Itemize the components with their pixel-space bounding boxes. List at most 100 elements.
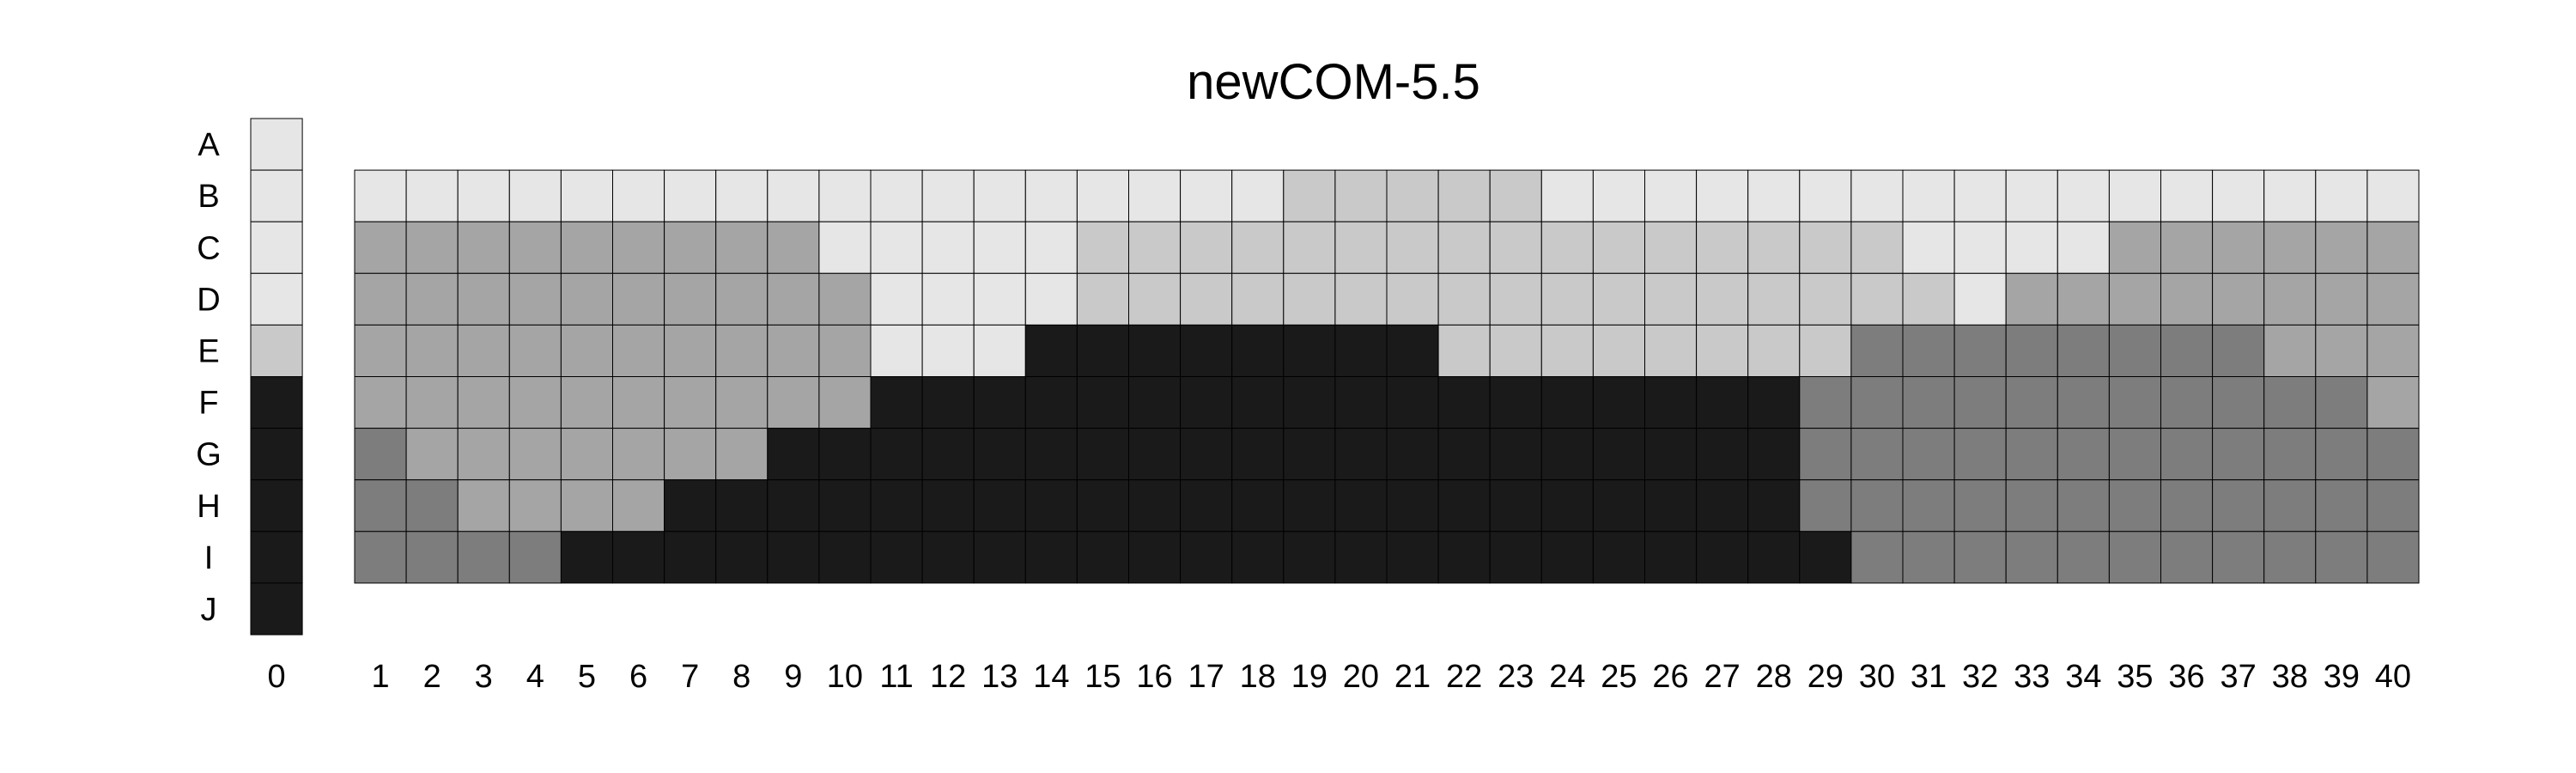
cell-e-33 [2005, 324, 2058, 377]
cell-h-15 [1076, 479, 1130, 533]
cell-f-25 [1592, 376, 1646, 429]
cell-i-32 [1953, 531, 2007, 584]
cell-c-32 [1953, 221, 2007, 274]
cell-d-25 [1592, 272, 1646, 326]
column-label-8: 8 [732, 659, 750, 695]
cell-g-15 [1076, 428, 1130, 481]
cell-i-20 [1334, 531, 1388, 584]
cell-e-35 [2108, 324, 2161, 377]
column-label-15: 15 [1084, 659, 1121, 695]
column-label-3: 3 [475, 659, 493, 695]
cell-g-6 [612, 428, 665, 481]
column-label-20: 20 [1343, 659, 1379, 695]
cell-h-7 [664, 479, 717, 533]
cell-e-31 [1902, 324, 1955, 377]
cell-h-21 [1386, 479, 1439, 533]
column-label-37: 37 [2221, 659, 2257, 695]
cell-b-33 [2005, 169, 2058, 222]
cell-e-5 [560, 324, 614, 377]
cell-g-14 [1024, 428, 1078, 481]
cell-i-29 [1799, 531, 1852, 584]
cell-h-32 [1953, 479, 2007, 533]
cell-d-4 [508, 272, 562, 326]
cell-c-29 [1799, 221, 1852, 274]
cell-d-26 [1644, 272, 1698, 326]
cell-h-6 [612, 479, 665, 533]
cell-e-26 [1644, 324, 1698, 377]
cell-d-30 [1850, 272, 1904, 326]
cell-f-32 [1953, 376, 2007, 429]
cell-h-36 [2160, 479, 2214, 533]
cell-c-38 [2263, 221, 2317, 274]
cell-f-26 [1644, 376, 1698, 429]
cell-b-2 [405, 169, 459, 222]
column-label-24: 24 [1549, 659, 1585, 695]
column-label-35: 35 [2117, 659, 2153, 695]
cell-c-9 [767, 221, 820, 274]
cell-e-28 [1747, 324, 1801, 377]
cell-g-12 [921, 428, 975, 481]
cell-b-30 [1850, 169, 1904, 222]
cell-e-23 [1489, 324, 1542, 377]
cell-d-16 [1128, 272, 1182, 326]
column-label-4: 4 [526, 659, 544, 695]
cell-i-12 [921, 531, 975, 584]
cell-d-3 [457, 272, 510, 326]
cell-b-31 [1902, 169, 1955, 222]
cell-c-13 [973, 221, 1026, 274]
column-label-34: 34 [2065, 659, 2101, 695]
cell-i-38 [2263, 531, 2317, 584]
cell-b-27 [1696, 169, 1749, 222]
row-label-e: E [197, 333, 219, 369]
cell-d-17 [1180, 272, 1233, 326]
row-label-a: A [197, 127, 220, 163]
cell-d-36 [2160, 272, 2214, 326]
column-label-2: 2 [423, 659, 441, 695]
cell-c-6 [612, 221, 665, 274]
cell-b-11 [870, 169, 923, 222]
cell-f-16 [1128, 376, 1182, 429]
cell-c-2 [405, 221, 459, 274]
cell-i-18 [1231, 531, 1285, 584]
cell-c-21 [1386, 221, 1439, 274]
cell-i-11 [870, 531, 923, 584]
cell-h-12 [921, 479, 975, 533]
column-label-32: 32 [1962, 659, 1998, 695]
chart-title: newCOM-5.5 [1187, 54, 1480, 110]
cell-b-36 [2160, 169, 2214, 222]
cell-i-21 [1386, 531, 1439, 584]
column-label-25: 25 [1601, 659, 1637, 695]
cell-f-30 [1850, 376, 1904, 429]
cell-b-20 [1334, 169, 1388, 222]
cell-i-8 [715, 531, 769, 584]
cell-d-28 [1747, 272, 1801, 326]
cell-f-11 [870, 376, 923, 429]
cell-f-17 [1180, 376, 1233, 429]
cell-h-23 [1489, 479, 1542, 533]
column-label-10: 10 [827, 659, 863, 695]
cell-h-5 [560, 479, 614, 533]
cell-e-14 [1024, 324, 1078, 377]
cell-f-34 [2057, 376, 2110, 429]
cell-b-5 [560, 169, 614, 222]
cell-e-10 [818, 324, 872, 377]
cell-i-27 [1696, 531, 1749, 584]
cell-g-24 [1540, 428, 1594, 481]
cell-b-26 [1644, 169, 1698, 222]
cell-d-32 [1953, 272, 2007, 326]
cell-c-17 [1180, 221, 1233, 274]
cell-g-9 [767, 428, 820, 481]
cell-c-4 [508, 221, 562, 274]
cell-e-37 [2212, 324, 2265, 377]
row-label-d: D [197, 282, 220, 318]
cell-b-0 [250, 169, 303, 222]
cell-d-27 [1696, 272, 1749, 326]
column-label-1: 1 [371, 659, 389, 695]
cell-d-0 [250, 272, 303, 326]
cell-f-27 [1696, 376, 1749, 429]
cell-e-18 [1231, 324, 1285, 377]
column-label-39: 39 [2324, 659, 2360, 695]
cell-g-19 [1283, 428, 1336, 481]
column-labels: 0 1 2 3 4 5 6 7 8 9 10 11 12 13 14 15 16 17 18 19 20 21 22 23 24… [267, 659, 2411, 695]
